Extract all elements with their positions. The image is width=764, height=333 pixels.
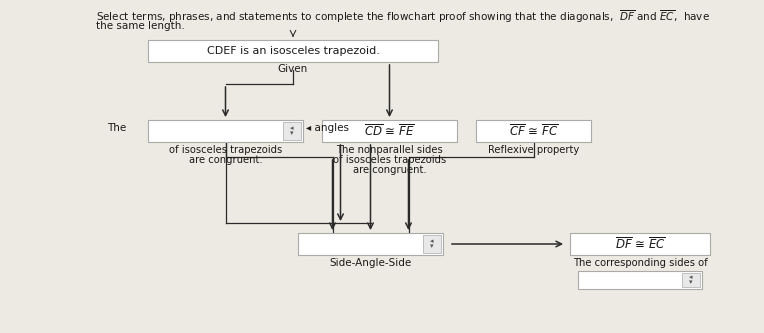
Text: are congruent.: are congruent.	[189, 155, 262, 165]
FancyBboxPatch shape	[423, 235, 441, 253]
Text: Select terms, phrases, and statements to complete the flowchart proof showing th: Select terms, phrases, and statements to…	[96, 8, 710, 25]
FancyBboxPatch shape	[570, 233, 710, 255]
FancyBboxPatch shape	[283, 122, 301, 140]
Text: of isosceles trapezoids: of isosceles trapezoids	[333, 155, 446, 165]
Text: $\overline{CF}$ ≅ $\overline{FC}$: $\overline{CF}$ ≅ $\overline{FC}$	[509, 123, 558, 139]
Text: of isosceles trapezoids: of isosceles trapezoids	[169, 145, 282, 155]
Text: The: The	[107, 123, 126, 133]
FancyBboxPatch shape	[298, 233, 443, 255]
FancyBboxPatch shape	[476, 120, 591, 142]
Text: ◂
▾: ◂ ▾	[689, 274, 693, 285]
Text: Given: Given	[278, 64, 308, 74]
Text: Side-Angle-Side: Side-Angle-Side	[329, 258, 412, 268]
Text: Reflexive property: Reflexive property	[488, 145, 579, 155]
Text: CDEF is an isosceles trapezoid.: CDEF is an isosceles trapezoid.	[206, 46, 380, 56]
FancyBboxPatch shape	[322, 120, 457, 142]
FancyBboxPatch shape	[148, 40, 438, 62]
Text: are congruent.: are congruent.	[353, 165, 426, 175]
Text: ◂
▾: ◂ ▾	[430, 238, 434, 249]
Text: $\overline{CD}$ ≅ $\overline{FE}$: $\overline{CD}$ ≅ $\overline{FE}$	[364, 123, 415, 139]
Text: ◂ angles: ◂ angles	[306, 123, 349, 133]
FancyBboxPatch shape	[578, 271, 702, 289]
Text: The corresponding sides of: The corresponding sides of	[573, 258, 707, 268]
FancyBboxPatch shape	[148, 120, 303, 142]
Text: the same length.: the same length.	[96, 21, 185, 31]
FancyBboxPatch shape	[682, 273, 700, 287]
Text: ◂
▾: ◂ ▾	[290, 126, 293, 137]
Text: The nonparallel sides: The nonparallel sides	[336, 145, 443, 155]
Text: $\overline{DF}$ ≅ $\overline{EC}$: $\overline{DF}$ ≅ $\overline{EC}$	[614, 236, 665, 252]
